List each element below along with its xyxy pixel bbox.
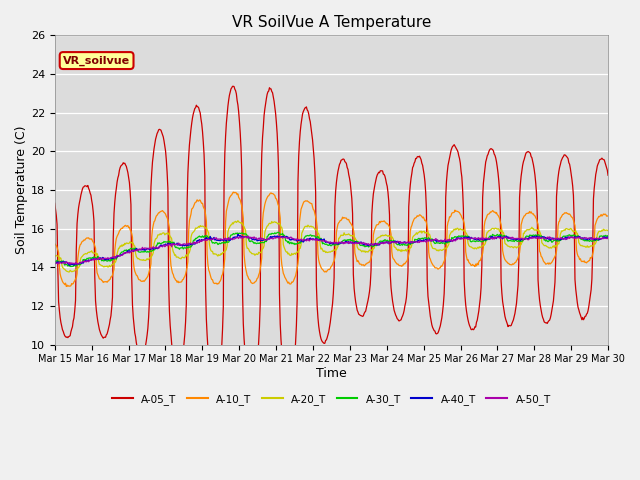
- A-50_T: [51, 260, 59, 265]
- A-20_T: [61, 266, 68, 272]
- A-30_T: [400, 241, 408, 247]
- A-30_T: [417, 236, 424, 242]
- Line: A-30_T: A-30_T: [55, 232, 608, 267]
- A-10_T: [204, 261, 212, 267]
- A-50_T: [118, 252, 126, 258]
- A-10_T: [417, 212, 424, 218]
- A-05_T: [204, 332, 211, 338]
- A-20_T: [400, 248, 408, 253]
- A-50_T: [67, 261, 74, 267]
- A-40_T: [204, 236, 212, 242]
- A-10_T: [230, 189, 237, 195]
- A-05_T: [118, 162, 125, 168]
- A-40_T: [417, 237, 424, 243]
- A-30_T: [61, 262, 68, 268]
- A-50_T: [604, 235, 612, 241]
- A-10_T: [604, 213, 612, 219]
- A-05_T: [284, 386, 292, 392]
- Line: A-50_T: A-50_T: [55, 236, 608, 264]
- A-30_T: [118, 249, 126, 255]
- A-50_T: [175, 240, 182, 246]
- Line: A-40_T: A-40_T: [55, 234, 608, 265]
- A-30_T: [604, 233, 612, 239]
- Line: A-20_T: A-20_T: [55, 221, 608, 272]
- A-20_T: [65, 269, 72, 275]
- Text: VR_soilvue: VR_soilvue: [63, 55, 130, 66]
- A-10_T: [175, 280, 182, 286]
- A-10_T: [118, 226, 126, 231]
- A-30_T: [51, 259, 59, 264]
- A-20_T: [417, 229, 424, 235]
- A-40_T: [65, 263, 73, 268]
- A-05_T: [51, 200, 59, 206]
- A-50_T: [417, 238, 424, 244]
- A-05_T: [400, 308, 408, 313]
- A-20_T: [204, 228, 212, 234]
- A-50_T: [61, 261, 68, 266]
- A-05_T: [230, 84, 237, 89]
- A-40_T: [175, 241, 182, 247]
- A-10_T: [51, 241, 59, 247]
- A-20_T: [118, 243, 126, 249]
- A-40_T: [400, 239, 408, 245]
- A-30_T: [67, 264, 74, 270]
- A-10_T: [400, 261, 408, 266]
- A-50_T: [244, 233, 252, 239]
- A-40_T: [51, 260, 59, 266]
- Line: A-10_T: A-10_T: [55, 192, 608, 287]
- A-30_T: [274, 229, 282, 235]
- A-40_T: [234, 231, 242, 237]
- A-50_T: [400, 240, 408, 245]
- A-10_T: [61, 282, 68, 288]
- A-05_T: [174, 367, 182, 373]
- A-20_T: [175, 255, 182, 261]
- Line: A-05_T: A-05_T: [55, 86, 608, 389]
- Legend: A-05_T, A-10_T, A-20_T, A-30_T, A-40_T, A-50_T: A-05_T, A-10_T, A-20_T, A-30_T, A-40_T, …: [108, 390, 555, 409]
- A-50_T: [204, 236, 212, 242]
- A-10_T: [63, 284, 70, 289]
- A-20_T: [604, 228, 612, 234]
- A-40_T: [604, 234, 612, 240]
- A-40_T: [61, 259, 68, 264]
- A-20_T: [234, 218, 242, 224]
- A-05_T: [417, 155, 424, 161]
- A-30_T: [175, 245, 182, 251]
- A-05_T: [61, 333, 68, 338]
- A-40_T: [118, 252, 126, 257]
- A-05_T: [604, 172, 612, 178]
- Title: VR SoilVue A Temperature: VR SoilVue A Temperature: [232, 15, 431, 30]
- A-30_T: [204, 234, 212, 240]
- Y-axis label: Soil Temperature (C): Soil Temperature (C): [15, 126, 28, 254]
- A-20_T: [51, 252, 59, 258]
- X-axis label: Time: Time: [316, 367, 347, 380]
